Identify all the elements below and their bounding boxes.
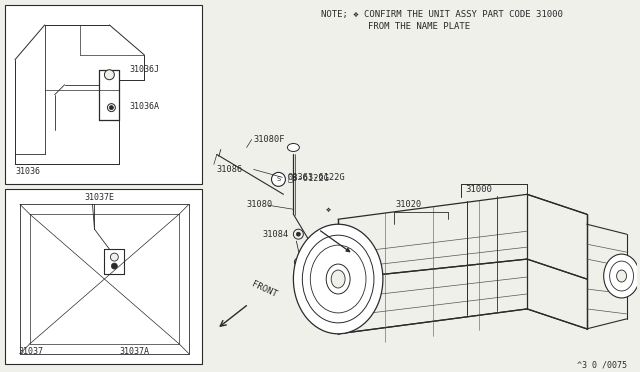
Circle shape xyxy=(296,232,300,236)
Bar xyxy=(5,189,202,364)
Circle shape xyxy=(104,70,115,80)
Ellipse shape xyxy=(331,270,345,288)
Circle shape xyxy=(108,104,115,112)
Text: S: S xyxy=(276,176,280,182)
Circle shape xyxy=(271,172,285,186)
Ellipse shape xyxy=(604,254,639,298)
Ellipse shape xyxy=(310,245,366,313)
Text: ^3 0 /0075: ^3 0 /0075 xyxy=(577,361,627,370)
Text: 31080: 31080 xyxy=(246,200,273,209)
Circle shape xyxy=(109,106,113,110)
Circle shape xyxy=(110,253,118,261)
Text: 31080F: 31080F xyxy=(253,135,285,144)
Text: 31000: 31000 xyxy=(465,185,492,194)
Text: 08363-6122G: 08363-6122G xyxy=(287,173,345,182)
Ellipse shape xyxy=(326,264,350,294)
Circle shape xyxy=(111,263,117,269)
Circle shape xyxy=(294,258,302,266)
Ellipse shape xyxy=(616,270,627,282)
Text: 31020: 31020 xyxy=(396,200,422,209)
Text: ࠶3-6122G: ࠶3-6122G xyxy=(287,173,330,182)
Text: 31036A: 31036A xyxy=(129,102,159,110)
Ellipse shape xyxy=(293,224,383,334)
Text: 31084: 31084 xyxy=(262,230,289,239)
Ellipse shape xyxy=(287,144,300,151)
Text: 31036J: 31036J xyxy=(129,65,159,74)
Text: NOTE; ❖ CONFIRM THE UNIT ASSY PART CODE 31000: NOTE; ❖ CONFIRM THE UNIT ASSY PART CODE … xyxy=(321,10,563,19)
Circle shape xyxy=(293,229,303,239)
Ellipse shape xyxy=(610,261,634,291)
Text: 31037A: 31037A xyxy=(119,347,149,356)
Text: FRONT: FRONT xyxy=(251,279,279,299)
Ellipse shape xyxy=(302,235,374,323)
Bar xyxy=(5,5,202,185)
Text: ❖: ❖ xyxy=(326,205,331,214)
Text: 31036: 31036 xyxy=(15,167,40,176)
Text: FROM THE NAME PLATE: FROM THE NAME PLATE xyxy=(368,22,470,31)
Text: 31037E: 31037E xyxy=(84,193,115,202)
Text: 31086: 31086 xyxy=(217,165,243,174)
Text: 31037: 31037 xyxy=(18,347,43,356)
